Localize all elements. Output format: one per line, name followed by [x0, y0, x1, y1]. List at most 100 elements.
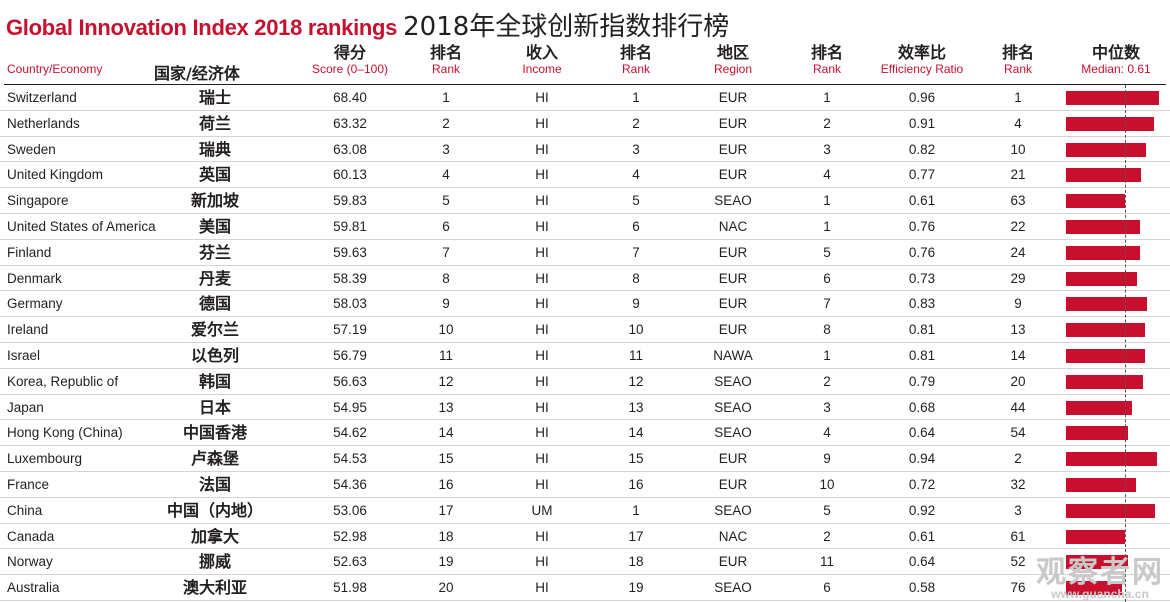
table-row: United States of America 美国 59.81 6 HI 6 NAC 1 0… [0, 214, 1170, 240]
income-rank-cell: 18 [628, 554, 644, 570]
efficiency-ratio-cell: 0.64 [908, 425, 936, 441]
efficiency-ratio-cell: 0.68 [908, 399, 936, 415]
efficiency-ratio-cell: 0.82 [908, 141, 936, 157]
country-zh-cell: 以色列 [190, 345, 239, 365]
efficiency-ratio-cell: 0.77 [908, 167, 936, 183]
rank-cell: 1 [442, 90, 450, 105]
income-cell: HI [535, 322, 549, 338]
header-country-en: Country/Economy [7, 62, 103, 76]
region-cell: SEAO [714, 425, 752, 441]
country-en-cell: Germany [7, 296, 63, 312]
country-zh-cell: 新加坡 [190, 191, 239, 211]
score-cell: 53.06 [333, 502, 367, 518]
income-rank-cell: 9 [632, 296, 640, 312]
income-cell: HI [535, 141, 549, 157]
country-en-cell: Sweden [7, 141, 56, 157]
header-country-zh: 国家/经济体 [154, 64, 240, 83]
country-en-cell: Australia [7, 580, 60, 596]
rank-cell: 5 [442, 193, 450, 209]
country-en-cell: Netherlands [7, 115, 80, 131]
score-cell: 56.63 [333, 373, 367, 389]
table-row: Ireland 爱尔兰 57.19 10 HI 10 EUR 8 0.81 13 [0, 317, 1170, 343]
income-rank-cell: 17 [628, 528, 644, 544]
efficiency-bar [1066, 271, 1137, 286]
region-rank-cell: 2 [823, 373, 831, 389]
region-rank-cell: 1 [823, 218, 831, 234]
region-cell: NAC [718, 218, 748, 234]
country-zh-cell: 荷兰 [198, 113, 231, 133]
income-rank-cell: 3 [632, 141, 640, 157]
efficiency-rank-cell: 44 [1010, 399, 1026, 415]
country-en-cell: Canada [7, 528, 55, 544]
region-rank-cell: 6 [823, 580, 831, 596]
income-cell: HI [535, 580, 549, 596]
efficiency-rank-cell: 10 [1010, 141, 1026, 157]
score-cell: 60.13 [333, 167, 367, 183]
table-row: Australia 澳大利亚 51.98 20 HI 19 SEAO 6 0.58 76 [0, 575, 1170, 601]
efficiency-rank-cell: 3 [1014, 502, 1022, 518]
region-rank-cell: 4 [823, 425, 831, 441]
efficiency-rank-cell: 21 [1010, 167, 1026, 183]
income-cell: HI [535, 554, 549, 570]
score-cell: 52.98 [333, 528, 367, 544]
income-rank-cell: 13 [628, 399, 644, 415]
income-cell: HI [535, 347, 549, 363]
region-cell: NAC [718, 528, 748, 544]
efficiency-ratio-cell: 0.92 [908, 502, 936, 518]
header-efficiency-rank-zh: 排名 [1001, 43, 1034, 62]
table-row: Singapore 新加坡 59.83 5 HI 5 SEAO 1 0.61 63 [0, 188, 1170, 214]
score-cell: 63.08 [333, 141, 367, 157]
income-rank-cell: 6 [632, 218, 640, 234]
income-rank-cell: 5 [632, 193, 640, 209]
region-cell: EUR [718, 115, 748, 131]
header-region-rank: 排名 Rank [797, 45, 857, 77]
region-cell: EUR [718, 270, 748, 286]
efficiency-ratio-cell: 0.91 [908, 115, 936, 131]
efficiency-rank-cell: 20 [1010, 373, 1026, 389]
region-rank-cell: 4 [823, 167, 831, 183]
score-cell: 54.62 [333, 425, 367, 441]
score-cell: 54.36 [333, 476, 367, 492]
income-rank-cell: 12 [628, 373, 644, 389]
efficiency-rank-cell: 22 [1010, 218, 1026, 234]
income-cell: HI [535, 193, 549, 209]
region-cell: NAWA [713, 347, 753, 363]
header-efficiency: 效率比 Efficiency Ratio [867, 45, 977, 77]
efficiency-rank-cell: 32 [1010, 476, 1026, 492]
rank-cell: 4 [442, 167, 450, 183]
region-rank-cell: 7 [823, 296, 831, 312]
efficiency-bar [1066, 219, 1140, 234]
income-rank-cell: 19 [628, 580, 644, 596]
region-cell: EUR [718, 167, 748, 183]
efficiency-rank-cell: 29 [1010, 270, 1026, 286]
efficiency-rank-cell: 1 [1014, 90, 1022, 105]
table-row: Hong Kong (China) 中国香港 54.62 14 HI 14 SEAO 4 0.6… [0, 420, 1170, 447]
country-zh-cell: 德国 [198, 294, 231, 314]
header-median-zh: 中位数 [1091, 43, 1140, 62]
income-rank-cell: 16 [628, 476, 644, 492]
country-en-cell: United States of America [7, 218, 156, 234]
efficiency-bar [1066, 529, 1125, 544]
rank-cell: 20 [438, 580, 454, 596]
rank-cell: 15 [438, 451, 454, 467]
region-cell: EUR [718, 451, 748, 467]
efficiency-rank-cell: 61 [1010, 528, 1026, 544]
efficiency-bar [1066, 91, 1159, 105]
header-score-en: Score (0–100) [311, 62, 389, 76]
region-rank-cell: 5 [823, 502, 831, 518]
table-row: Switzerland 瑞士 68.40 1 HI 1 EUR 1 0.96 1 [0, 85, 1170, 111]
header-income-rank: 排名 Rank [606, 45, 666, 77]
efficiency-ratio-cell: 0.81 [908, 347, 936, 363]
efficiency-rank-cell: 54 [1010, 425, 1026, 441]
efficiency-bar [1066, 245, 1140, 260]
efficiency-rank-cell: 14 [1010, 347, 1026, 363]
efficiency-bar [1066, 452, 1157, 467]
income-cell: HI [535, 270, 549, 286]
score-cell: 63.32 [333, 115, 367, 131]
rank-cell: 14 [438, 425, 454, 441]
country-en-cell: United Kingdom [7, 167, 104, 183]
region-rank-cell: 2 [823, 528, 831, 544]
efficiency-bar [1066, 400, 1132, 415]
rank-cell: 7 [442, 244, 450, 260]
efficiency-ratio-cell: 0.94 [908, 451, 936, 467]
